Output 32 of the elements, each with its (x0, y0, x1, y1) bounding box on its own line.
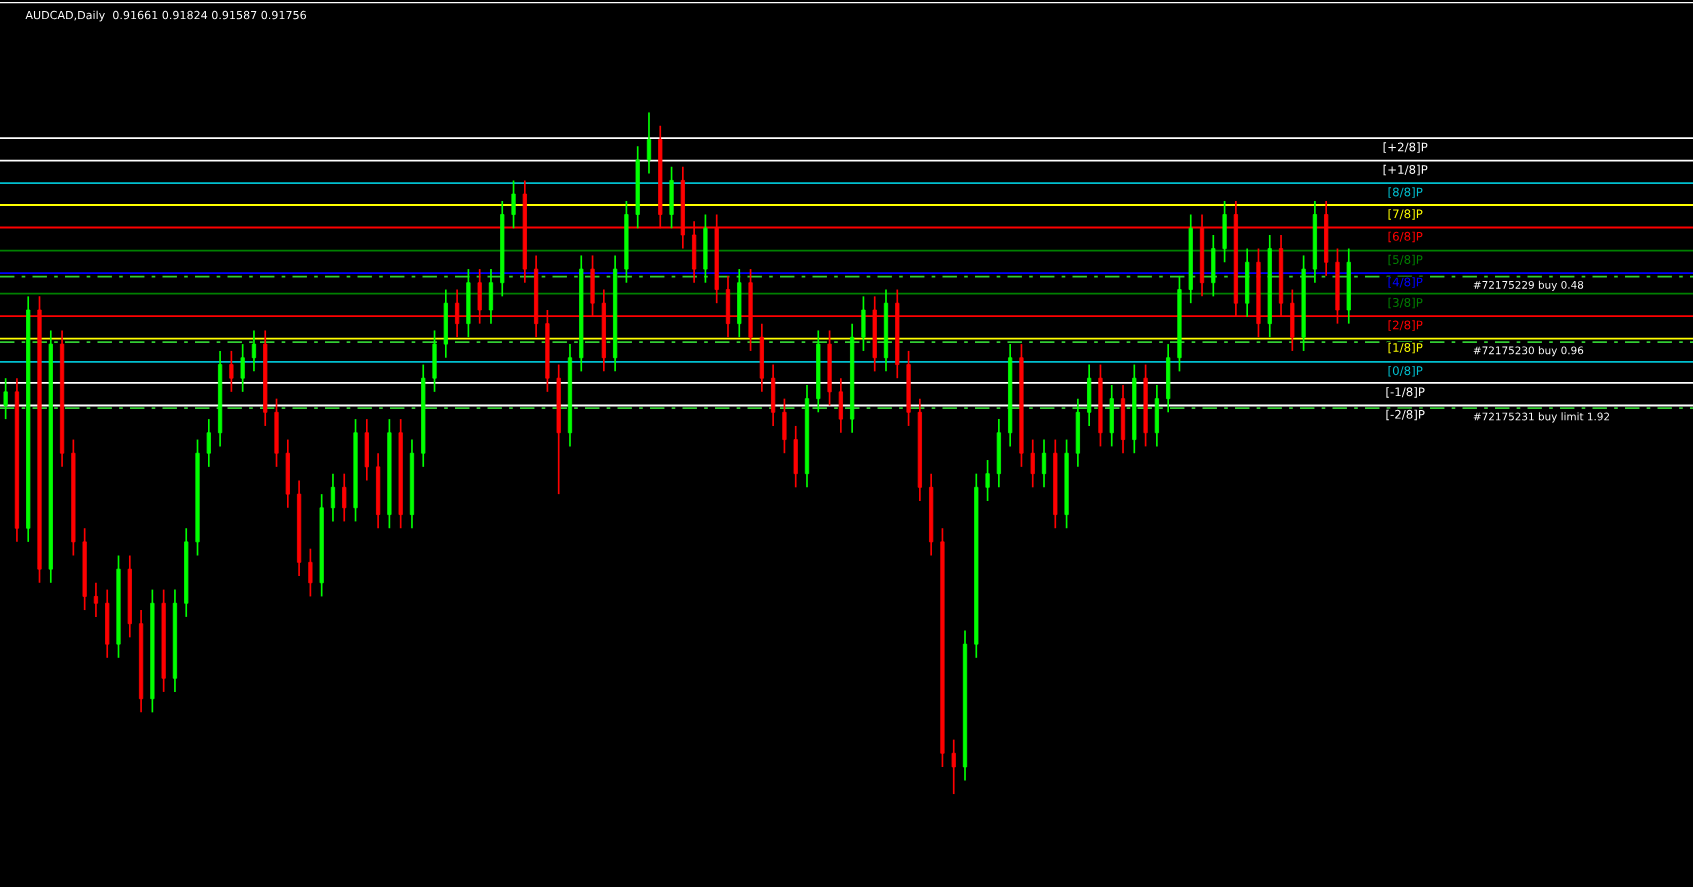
candlestick (3, 377, 8, 420)
candlestick (342, 472, 347, 523)
ref-line-label: [5/8]P (1388, 254, 1423, 266)
ref-line-label: [+2/8]P (1383, 142, 1428, 153)
candlestick (511, 179, 516, 229)
candlestick (229, 350, 234, 393)
candlestick (1030, 438, 1035, 489)
ref-line-label: [0/8]P (1388, 365, 1423, 377)
candlestick (308, 547, 313, 598)
ref-line-label: [3/8]P (1388, 297, 1423, 309)
candlestick (206, 418, 211, 468)
candlestick (646, 112, 652, 175)
ref-line-label: [6/8]P (1388, 231, 1423, 243)
ref-line-label: [-2/8]P (1386, 409, 1425, 421)
ref-line-label: [1/8]P (1388, 342, 1423, 354)
candlestick (951, 738, 956, 795)
ref-line-label: [7/8]P (1388, 209, 1423, 220)
candlestick (985, 459, 990, 502)
ref-line-label: [4/8]P (1388, 277, 1423, 288)
candlestick (1041, 438, 1047, 489)
ref-line-label: [8/8]P (1388, 187, 1423, 198)
ref-line-label: #72175230 buy 0.96 (1473, 346, 1584, 357)
ref-line-label: #72175231 buy limit 1.92 (1473, 412, 1610, 423)
chart-title: AUDCAD,Daily 0.91661 0.91824 0.91587 0.91756 (25, 10, 306, 22)
candlestick (93, 581, 99, 618)
candlestick (330, 472, 336, 523)
ref-line-label: [-1/8]P (1386, 387, 1425, 398)
ref-line-label: #72175229 buy 0.48 (1473, 280, 1584, 291)
candlestick (251, 329, 257, 373)
ref-line-label: [+1/8]P (1383, 164, 1428, 176)
ref-line-label: [2/8]P (1388, 320, 1423, 331)
candlestick (240, 343, 245, 393)
